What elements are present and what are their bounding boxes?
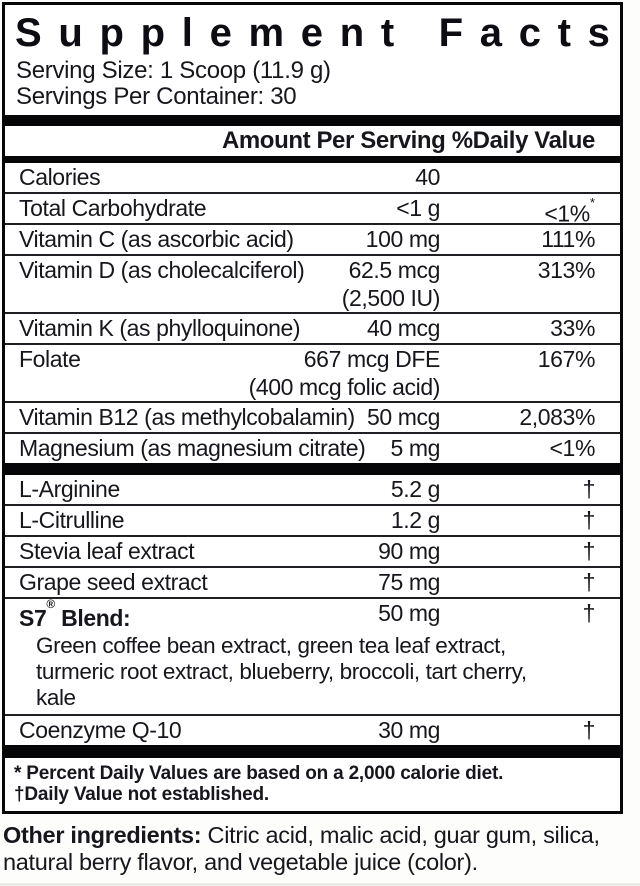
nutrient-amount-secondary: (400 mcg folic acid) (248, 374, 441, 400)
nutrient-row: Total Carbohydrate <1 g <1%* (5, 194, 620, 227)
nutrient-row: Stevia leaf extract 90 mg † (5, 537, 620, 568)
nutrient-daily-value: † (582, 569, 596, 595)
nutrient-amount: 5 mg (390, 435, 440, 461)
nutrient-name: S7® Blend: (19, 597, 131, 631)
nutrient-daily-value: 111% (541, 226, 595, 252)
nutrient-amount-secondary: (2,500 IU) (341, 285, 441, 311)
nutrient-amount: 90 mg (378, 538, 440, 564)
title-letter: s (587, 11, 610, 55)
title-letter: t (380, 11, 395, 55)
nutrient-row: S7® Blend: 50 mg † Green coffee bean extrac… (5, 597, 620, 716)
title-letter: p (140, 11, 166, 55)
title-letter: S (15, 11, 42, 55)
serving-size: Serving Size: 1 Scoop (11.9 g) (16, 57, 331, 84)
nutrient-name: Magnesium (as magnesium citrate) (19, 435, 366, 461)
other-ingredients-label: Other ingredients: (3, 821, 202, 848)
title-letter: l (181, 11, 193, 55)
nutrient-daily-value: 33% (550, 315, 595, 341)
nutrient-daily-value: † (582, 538, 596, 564)
nutrient-daily-value: <1% (549, 435, 596, 461)
footnote-line: * Percent Daily Values are based on a 2,… (14, 762, 504, 784)
nutrient-name: Total Carbohydrate (19, 195, 207, 221)
divider-bar-header (5, 156, 620, 163)
nutrient-daily-value: † (582, 507, 596, 533)
nutrient-amount: <1 g (396, 195, 440, 221)
servings-per-container: Servings Per Container: 30 (16, 83, 297, 110)
title-letter: p (99, 11, 124, 55)
footnotes: * Percent Daily Values are based on a 2,… (5, 758, 620, 811)
nutrient-amount: 40 (415, 164, 440, 190)
divider-bar-section (5, 463, 620, 475)
nutrient-table: Calories 40 Total Carbohydrate <1 g <1%* Vita… (5, 163, 620, 758)
nutrient-name: Grape seed extract (19, 569, 208, 595)
nutrient-daily-value: 167% (537, 346, 596, 372)
title-letter: e (209, 11, 232, 55)
nutrient-name: Vitamin B12 (as methylcobalamin) (19, 404, 355, 430)
title-letter: n (339, 11, 365, 55)
nutrient-name: Folate (19, 346, 81, 372)
nutrient-amount: 1.2 g (390, 507, 441, 533)
title-letter: t (557, 11, 571, 55)
nutrient-name: Calories (19, 164, 101, 190)
title-letter: a (479, 11, 503, 55)
nutrient-row: Vitamin C (as ascorbic acid) 100 mg 111% (5, 225, 620, 256)
nutrient-name: Stevia leaf extract (19, 538, 195, 564)
nutrient-row: Vitamin K (as phylloquinone) 40 mcg 33% (5, 314, 620, 345)
nutrient-row: Magnesium (as magnesium citrate) 5 mg <1% (5, 434, 620, 463)
nutrient-amount: 50 mg (378, 600, 440, 626)
nutrient-amount: 5.2 g (390, 476, 441, 502)
nutrient-name: Vitamin C (as ascorbic acid) (19, 226, 294, 252)
title-letter: c (518, 11, 541, 55)
nutrient-name: L-Citrulline (19, 507, 125, 533)
nutrient-amount: 62.5 mcg (2,500 IU) (341, 257, 441, 311)
nutrient-row: L-Citrulline 1.2 g † (5, 506, 620, 537)
nutrient-name: Coenzyme Q-10 (19, 716, 182, 743)
nutrient-amount: 30 mg (378, 716, 440, 743)
nutrient-amount: 667 mcg DFE (400 mcg folic acid) (248, 346, 441, 400)
column-header: Amount Per Serving %Daily Value (221, 127, 595, 154)
title-letter: u (58, 11, 83, 55)
bottom-edge-strip (0, 882, 640, 886)
other-ingredients: Other ingredients: Citric acid, malic ac… (3, 822, 622, 876)
nutrient-row: Folate 667 mcg DFE (400 mcg folic acid) 167… (5, 345, 620, 403)
title-letter (411, 10, 422, 56)
footnote-marker: * (589, 195, 595, 210)
footnote-line: †Daily Value not established. (14, 783, 270, 805)
nutrient-daily-value: 2,083% (519, 404, 595, 430)
nutrient-row: Vitamin B12 (as methylcobalamin) 50 mcg 2,… (5, 403, 620, 434)
registered-mark: ® (46, 597, 56, 612)
nutrient-daily-value: 313% (537, 257, 596, 283)
nutrient-name: L-Arginine (19, 476, 120, 502)
title-letter: e (300, 11, 324, 55)
title-letter: m (248, 11, 285, 55)
nutrient-daily-value: † (582, 476, 596, 502)
blend-sub-ingredients: Green coffee bean extract, green tea lea… (36, 632, 527, 710)
nutrient-amount: 40 mcg (366, 315, 440, 341)
title-letter: F (438, 11, 464, 55)
divider-bar-top (5, 115, 620, 126)
nutrient-amount: 75 mg (378, 569, 440, 595)
nutrient-amount: 50 mcg (366, 404, 440, 430)
nutrient-row: L-Arginine 5.2 g † (5, 475, 620, 506)
nutrient-daily-value: † (582, 716, 596, 743)
nutrient-row: Coenzyme Q-10 30 mg † (5, 716, 620, 745)
nutrient-daily-value: † (582, 600, 596, 626)
divider-bar-section (5, 744, 620, 758)
nutrient-row: Vitamin D (as cholecalciferol) 62.5 mcg (2… (5, 256, 620, 314)
nutrient-name: Vitamin D (as cholecalciferol) (19, 257, 305, 283)
nutrient-daily-value: <1%* (544, 195, 595, 227)
nutrient-row: Calories 40 (5, 163, 620, 194)
nutrient-name: Vitamin K (as phylloquinone) (19, 315, 301, 341)
nutrient-amount: 100 mg (365, 226, 441, 252)
nutrient-row: Grape seed extract 75 mg † (5, 568, 620, 599)
